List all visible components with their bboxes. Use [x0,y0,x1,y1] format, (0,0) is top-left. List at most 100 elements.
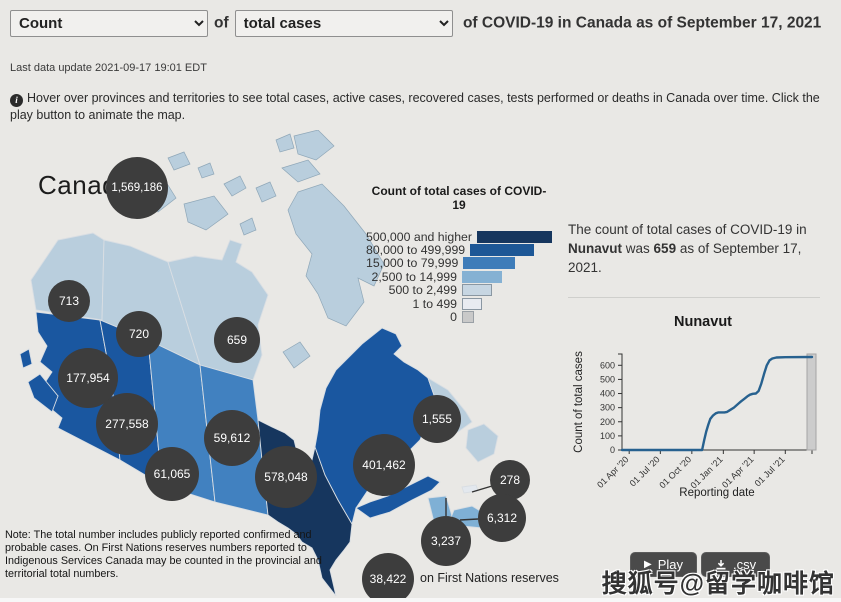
legend-row: 15,000 to 79,999 [366,256,552,271]
summary-suffix: as of September 17, 2021. [568,241,802,275]
y-tick-label: 400 [600,389,615,399]
time-slider-handle[interactable] [806,353,817,451]
csv-download-button[interactable]: .csv [701,552,771,577]
map-bubble-canada[interactable]: 1,569,186 [106,157,168,219]
play-button-label: Play [657,557,683,572]
legend-rows: 500,000 and higher 80,000 to 499,999 15,00… [366,230,552,324]
last-update-text: Last data update 2021-09-17 19:01 EDT [10,62,207,74]
legend-label: 80,000 to 499,999 [366,243,466,258]
map-bubble-nova-scotia[interactable]: 6,312 [478,494,526,542]
download-icon [716,559,726,569]
x-tick-label: 01 Jul '21 [753,454,787,488]
map-bubble-prince-edward-island[interactable]: 278 [490,460,530,500]
legend-swatch [463,257,516,270]
y-tick-label: 100 [600,431,615,441]
y-tick-label: 600 [600,360,615,370]
legend-swatch [470,244,535,257]
legend-label: 2,500 to 14,999 [371,269,457,284]
region-king-william-island[interactable] [239,217,257,236]
summary-region: Nunavut [568,241,622,256]
x-tick-label: 01 Apr '21 [720,454,756,490]
legend-swatch [462,297,482,310]
map-bubble-ontario[interactable]: 578,048 [255,446,317,508]
legend-swatch [462,311,474,324]
legend-label: 500 to 2,499 [388,283,457,298]
trend-chart: 0 100 200 300 400 500 600 01 Apr '20 01 Jul '20 0… [570,340,838,507]
map-bubble-newfoundland-and-labrador[interactable]: 1,555 [413,395,461,443]
map-bubble-british-columbia[interactable]: 177,954 [58,348,118,408]
region-vancouver-island[interactable] [27,373,59,413]
case-type-select[interactable]: total cases [234,10,453,37]
map-bubble-yukon[interactable]: 713 [48,280,90,322]
x-axis-label: Reporting date [679,487,754,499]
legend-swatch [462,270,502,283]
first-nations-suffix-label: on First Nations reserves [420,571,559,585]
watermark: 搜狐号@留学咖啡馆 [601,570,835,598]
map-note: Note: The total number includes publicly… [5,529,322,580]
legend-row: 0 [366,310,552,325]
legend: Count of total cases of COVID-19 500,000… [366,184,552,324]
x-tick-label: 01 Jan '21 [688,454,724,490]
legend-row: 80,000 to 499,999 [366,243,552,258]
region-devon-island[interactable] [281,159,321,183]
map-bubble-first-nations-reserves[interactable]: 38,422 [362,553,414,598]
of-label-1: of [214,14,229,32]
trend-line-nunavut [620,355,814,452]
legend-title: Count of total cases of COVID-19 [371,184,547,212]
x-tick-label: 01 Oct '20 [657,454,693,490]
map-bubble-alberta[interactable]: 277,558 [96,393,158,455]
y-axis-label: Count of total cases [573,351,585,453]
page-title: of COVID-19 in Canada as of September 17… [462,14,822,32]
summary-value: 659 [653,241,677,256]
legend-label: 1 to 499 [412,296,457,311]
map-bubble-nunavut[interactable]: 659 [214,317,260,363]
map-bubble-new-brunswick[interactable]: 3,237 [421,516,471,566]
legend-row: 2,500 to 14,999 [366,269,552,284]
info-banner: i Hover over provinces and territories to… [10,90,832,124]
legend-row: 1 to 499 [366,296,552,311]
region-melville-island[interactable] [167,151,191,171]
region-prince-of-wales-island[interactable] [223,175,247,197]
region-victoria-island[interactable] [183,195,229,231]
legend-label: 500,000 and higher [366,229,472,244]
map-bubble-quebec[interactable]: 401,462 [353,434,415,496]
region-quebec[interactable] [314,327,441,526]
metric-select[interactable]: Count [10,10,208,37]
legend-label: 0 [450,310,457,325]
legend-row: 500 to 2,499 [366,283,552,298]
map-bubble-northwest-territories[interactable]: 720 [116,311,162,357]
legend-swatch [462,284,492,297]
region-somerset-island[interactable] [255,181,277,203]
region-ellesmere-island[interactable] [293,130,335,161]
info-icon: i [10,94,23,107]
summary-text: The count of total cases of COVID-19 in … [568,220,814,277]
legend-swatch [476,230,552,243]
map-bubble-saskatchewan[interactable]: 61,065 [145,447,199,501]
region-newfoundland-island[interactable] [465,423,499,463]
play-button[interactable]: ▶ Play [630,552,697,577]
region-southampton-island[interactable] [282,341,311,369]
header: Count of total cases of COVID-19 in Cana… [0,0,841,37]
region-baffin-island[interactable] [287,183,385,327]
panel-divider [568,297,820,298]
y-tick-label: 300 [600,403,615,413]
play-icon: ▶ [644,559,652,570]
map-bubble-manitoba[interactable]: 59,612 [204,410,260,466]
region-bathurst-island[interactable] [197,162,215,179]
y-tick-label: 200 [600,417,615,427]
region-prince-edward-island[interactable] [461,484,479,494]
region-axel-heiberg-island[interactable] [275,133,295,153]
legend-label: 15,000 to 79,999 [366,256,459,271]
summary-prefix: The count of total cases of COVID-19 in [568,222,807,237]
x-tick-label: 01 Apr '20 [595,454,631,490]
chart-axes [618,353,813,454]
summary-mid: was [625,241,650,256]
legend-row: 500,000 and higher [366,229,552,244]
y-tick-label: 500 [600,374,615,384]
region-haida-gwaii[interactable] [19,348,33,369]
info-text: Hover over provinces and territories to … [10,91,820,122]
csv-button-label: .csv [733,557,757,572]
chart-title: Nunavut [674,314,732,330]
action-buttons: ▶ Play .csv [630,552,771,577]
